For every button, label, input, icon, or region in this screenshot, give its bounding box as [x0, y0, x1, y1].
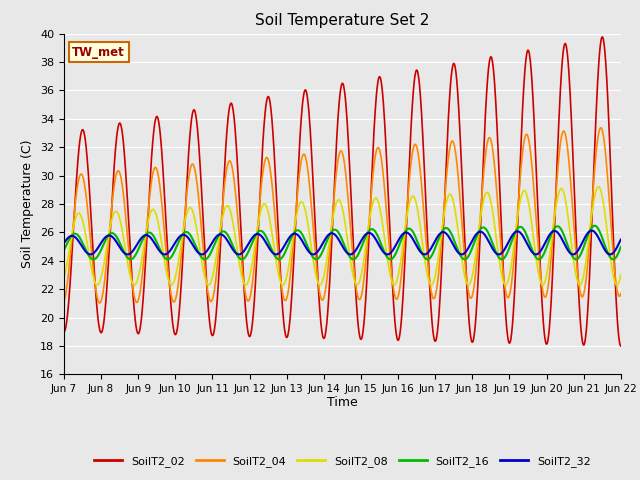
- Legend: SoilT2_02, SoilT2_04, SoilT2_08, SoilT2_16, SoilT2_32: SoilT2_02, SoilT2_04, SoilT2_08, SoilT2_…: [90, 451, 595, 471]
- Y-axis label: Soil Temperature (C): Soil Temperature (C): [22, 140, 35, 268]
- X-axis label: Time: Time: [327, 396, 358, 408]
- Title: Soil Temperature Set 2: Soil Temperature Set 2: [255, 13, 429, 28]
- Text: TW_met: TW_met: [72, 46, 125, 59]
